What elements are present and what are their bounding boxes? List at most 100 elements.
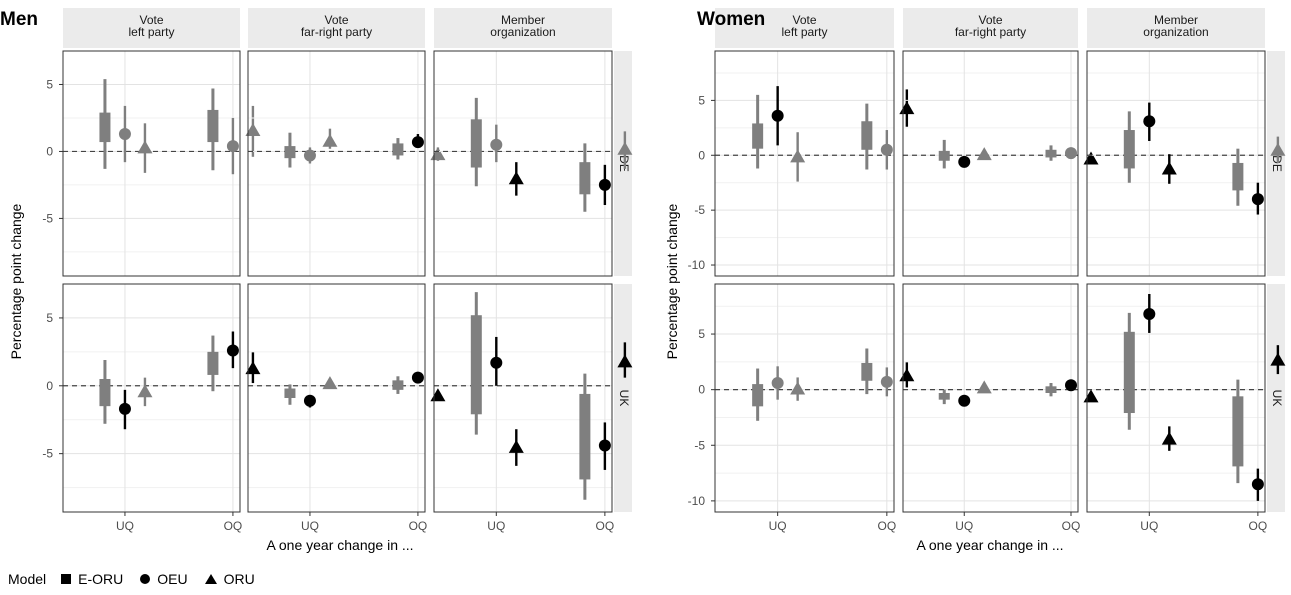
subplot-de-3 [433, 50, 633, 277]
estimate-oru-oq [245, 105, 261, 157]
interquartile-box [207, 351, 219, 375]
estimate-e-oru-oq [1232, 148, 1244, 206]
estimate-oru-uq [322, 376, 338, 390]
column-strip-label: Vote [324, 13, 348, 27]
estimate-e-oru-oq [392, 138, 404, 160]
x-axis-label: A one year change in ... [266, 537, 413, 553]
column-strip-bg [434, 8, 612, 48]
point-marker-circle [598, 178, 611, 191]
legend-item-e-oru: E-ORU [60, 571, 123, 587]
legend: Model E-ORU OEU ORU [8, 568, 271, 590]
estimate-e-oru-oq [861, 103, 873, 170]
y-axis-label: Percentage point change [8, 203, 24, 359]
y-tick-label: 0 [46, 144, 53, 158]
point-marker-circle [1065, 147, 1077, 160]
point-marker-circle [226, 140, 239, 153]
point-marker-circle [880, 375, 893, 388]
point-marker-triangle [899, 368, 915, 382]
panel-title: Women [697, 9, 765, 30]
y-axis-label: Percentage point change [664, 203, 680, 359]
y-tick-label: -5 [694, 203, 705, 217]
column-strip-label: left party [128, 25, 174, 39]
legend-label: OEU [157, 571, 188, 587]
estimate-e-oru-oq [579, 143, 591, 212]
point-marker-triangle [899, 101, 915, 115]
row-strip-label: UK [1270, 390, 1284, 407]
column-strip-label: far-right party [955, 25, 1026, 39]
column-strip-label: Vote [139, 13, 163, 27]
estimate-oru-uq [508, 162, 524, 196]
estimate-oru-oq [430, 147, 446, 161]
estimate-oru-uq [790, 377, 806, 401]
point-marker-circle [1143, 115, 1156, 128]
estimate-e-oru-uq [284, 132, 296, 168]
estimate-oru-uq [976, 380, 992, 394]
estimate-oru-oq [899, 361, 915, 388]
estimate-oeu-uq [490, 336, 503, 386]
y-tick-label: -5 [42, 447, 53, 461]
column-strip-label: organization [1143, 25, 1208, 39]
interquartile-box [284, 146, 296, 159]
column-strip-label: organization [490, 25, 555, 39]
column-strip-label: Member [1154, 13, 1198, 27]
point-marker-circle [411, 136, 424, 149]
facet-row-uk: UK -5 0 5 UQ OQ UQ OQ UQ OQ [42, 283, 633, 533]
x-axis-label: A one year change in ... [916, 537, 1063, 553]
x-tick-label: UQ [769, 519, 787, 533]
estimate-oeu-oq [1065, 379, 1077, 392]
subplot-de-2 [247, 50, 446, 277]
estimate-oeu-oq [411, 371, 424, 384]
estimate-oru-uq [137, 123, 153, 173]
estimate-oeu-uq [303, 394, 316, 408]
column-strip-bg [903, 8, 1078, 48]
panel-border [247, 283, 426, 513]
point-marker-circle [490, 356, 503, 369]
estimate-oeu-uq [490, 124, 503, 163]
facet-row-de: DE -10 -5 0 5 [688, 50, 1286, 277]
interquartile-box [1045, 386, 1057, 393]
estimate-oru-uq [137, 377, 153, 407]
point-marker-triangle [508, 439, 524, 453]
point-marker-circle [490, 138, 503, 151]
point-marker-triangle [1270, 352, 1286, 366]
point-marker-circle [1251, 193, 1264, 206]
point-marker-triangle [508, 171, 524, 185]
interquartile-box [861, 121, 873, 150]
subplot-uk-3: UQ OQ [433, 283, 633, 533]
column-strip-bg [1087, 8, 1265, 48]
y-tick-label: -10 [688, 258, 706, 272]
column-strip-label: Vote [792, 13, 816, 27]
point-marker-triangle [1161, 161, 1177, 175]
facet-row-uk: UK -10 -5 0 5 UQ OQ UQ OQ UQ OQ [688, 283, 1286, 533]
point-marker-circle [958, 394, 971, 407]
estimate-oeu-uq [1143, 102, 1156, 141]
y-tick-label: 0 [46, 379, 53, 393]
point-marker-circle [411, 371, 424, 384]
interquartile-box [99, 112, 111, 143]
estimate-e-oru-uq [99, 79, 111, 169]
estimate-oru-uq [790, 132, 806, 182]
point-marker-triangle [1161, 431, 1177, 445]
subplot-de-3 [1086, 50, 1286, 277]
estimate-oeu-oq [598, 164, 611, 206]
estimate-oru-uq [508, 429, 524, 466]
x-tick-label: OQ [878, 519, 897, 533]
estimate-oeu-oq [598, 422, 611, 470]
row-strip-bg [614, 51, 632, 276]
estimate-oru-oq [245, 351, 261, 384]
y-tick-label: 0 [698, 383, 705, 397]
subplot-uk-1: UQ OQ [714, 283, 915, 533]
x-tick-label: UQ [487, 519, 505, 533]
interquartile-box [861, 362, 873, 381]
estimate-oeu-oq [1251, 468, 1264, 501]
legend-title: Model [8, 571, 47, 587]
panel-border [247, 50, 426, 277]
estimate-oeu-oq [1065, 147, 1077, 160]
estimate-e-oru-uq [99, 360, 111, 424]
